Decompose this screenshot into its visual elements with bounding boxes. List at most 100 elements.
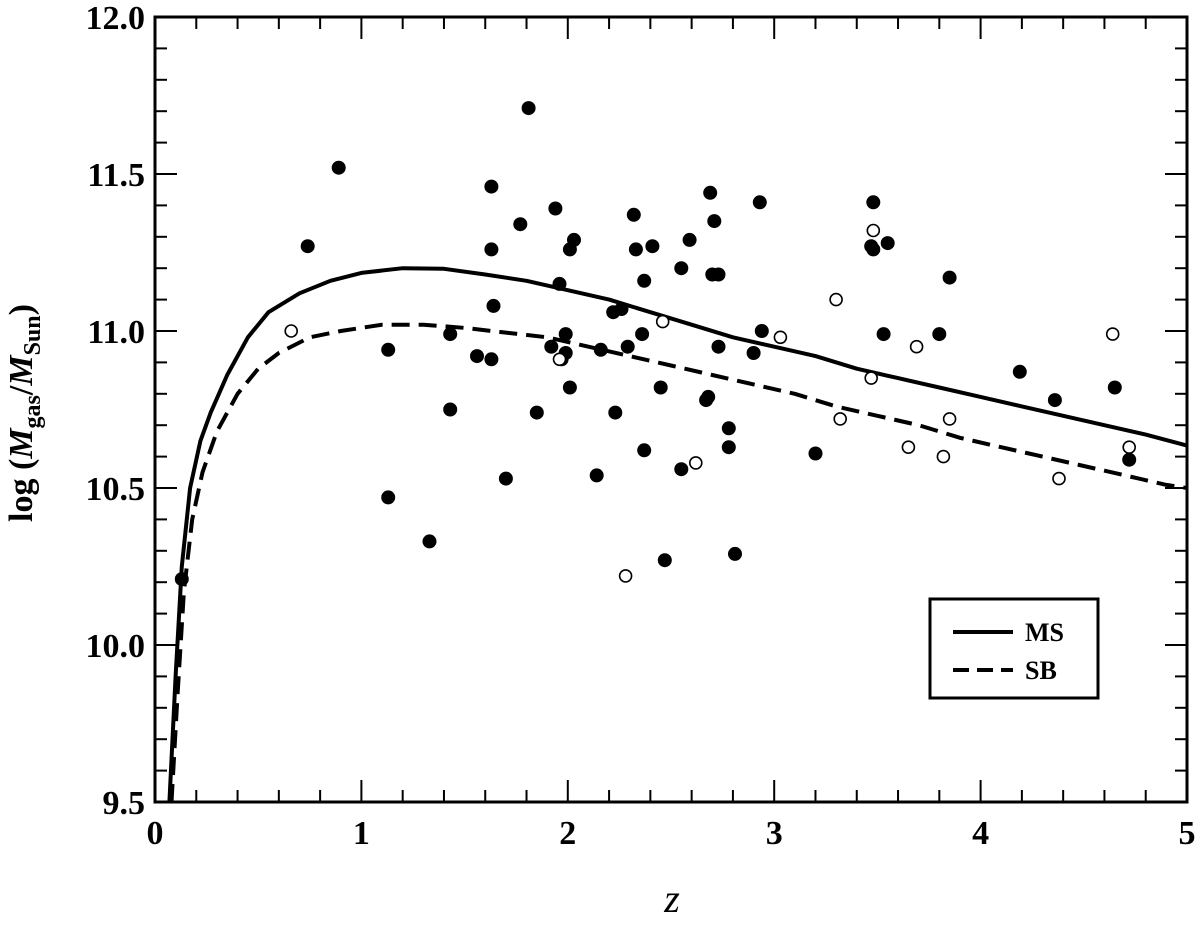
- y-tick-label: 11.0: [87, 314, 145, 351]
- filled-data-point: [682, 232, 697, 247]
- open-data-point: [552, 352, 567, 367]
- filled-data-point: [484, 242, 499, 257]
- filled-data-point: [674, 462, 689, 477]
- y-title-slash: /: [3, 385, 40, 396]
- filled-data-point: [558, 327, 573, 342]
- filled-data-point: [876, 327, 891, 342]
- y-title-prefix: log (: [3, 459, 40, 522]
- legend: MS SB: [928, 597, 1100, 700]
- filled-data-point: [443, 327, 458, 342]
- filled-data-point: [880, 236, 895, 251]
- open-data-point: [688, 456, 703, 470]
- filled-data-point: [808, 446, 823, 461]
- filled-data-point: [637, 273, 652, 288]
- filled-data-point: [746, 346, 761, 360]
- axis-ticks: [154, 16, 1188, 803]
- filled-data-point: [443, 402, 458, 417]
- y-title-sub1: gas: [20, 395, 46, 428]
- filled-data-point: [728, 546, 742, 561]
- x-axis-title: z: [663, 876, 680, 921]
- legend-sb-label: SB: [1025, 656, 1057, 685]
- filled-data-point: [589, 468, 604, 483]
- filled-data-point: [608, 405, 623, 420]
- y-tick-label: 10.5: [86, 471, 146, 508]
- legend-box: [928, 597, 1100, 700]
- tick-labels: 0 1 2 3 4 5 9.5 10.0 10.5 11.0 11.5 12.0: [86, 0, 1196, 852]
- y-tick-label: 11.5: [87, 157, 145, 194]
- filled-data-point: [932, 327, 947, 342]
- y-tick-label: 9.5: [103, 785, 146, 822]
- open-data-point: [833, 412, 848, 426]
- open-data-point: [1052, 471, 1066, 486]
- open-data-point: [284, 324, 299, 338]
- filled-data-point: [567, 232, 581, 247]
- filled-data-point: [711, 267, 726, 282]
- filled-data-point: [620, 339, 635, 354]
- y-title-suffix: ): [3, 304, 40, 315]
- open-data-point: [1105, 327, 1120, 341]
- filled-data-point: [552, 276, 567, 291]
- y-axis-title: log (Mgas/MSun): [3, 304, 46, 522]
- filled-data-point: [562, 380, 577, 395]
- filled-data-point: [866, 195, 881, 210]
- x-tick-label: 0: [147, 815, 164, 852]
- filled-data-point: [626, 207, 641, 222]
- filled-data-point: [331, 160, 346, 175]
- x-tick-label: 3: [766, 815, 783, 852]
- filled-data-point: [942, 270, 957, 285]
- filled-data-point: [635, 327, 650, 342]
- filled-data-point: [300, 239, 315, 254]
- open-data-point: [655, 314, 670, 329]
- curve-ms: [167, 266, 1187, 802]
- filled-data-point: [470, 349, 484, 364]
- y-title-m1: M: [3, 427, 40, 460]
- filled-data-point: [754, 324, 769, 338]
- filled-data-point: [484, 179, 499, 194]
- filled-data-point: [674, 261, 689, 276]
- filled-data-point: [866, 242, 881, 257]
- open-data-point: [773, 330, 788, 345]
- filled-data-point: [721, 421, 736, 436]
- filled-data-point: [381, 490, 396, 505]
- filled-data-point: [721, 440, 736, 455]
- filled-data-point: [1047, 393, 1062, 408]
- filled-data-point: [1122, 452, 1137, 467]
- y-tick-label: 12.0: [86, 0, 146, 37]
- filled-data-point: [701, 389, 716, 404]
- filled-data-point: [637, 443, 652, 458]
- filled-data-point: [1012, 364, 1027, 379]
- filled-data-point: [645, 239, 660, 254]
- plot-frame: [153, 15, 1189, 804]
- filled-data-point: [657, 553, 672, 568]
- filled-data-point: [174, 572, 189, 587]
- filled-data-point: [653, 380, 668, 395]
- filled-data-point: [529, 405, 544, 420]
- x-tick-label: 1: [353, 815, 370, 852]
- open-data-point: [901, 440, 916, 455]
- open-data-point: [909, 339, 924, 354]
- open-data-point: [829, 292, 843, 307]
- data-points: [174, 101, 1137, 587]
- filled-data-point: [486, 298, 501, 313]
- filled-data-point: [593, 342, 608, 357]
- filled-data-point: [498, 471, 513, 486]
- filled-data-point: [628, 242, 643, 257]
- filled-data-point: [1107, 380, 1122, 395]
- filled-data-point: [544, 339, 559, 354]
- open-data-point: [864, 371, 879, 385]
- filled-data-point: [484, 352, 499, 367]
- open-data-point: [942, 412, 957, 426]
- open-data-point: [1122, 440, 1136, 455]
- filled-data-point: [703, 185, 718, 200]
- filled-data-point: [422, 534, 437, 549]
- filled-data-point: [513, 217, 528, 232]
- x-tick-label: 4: [972, 815, 989, 852]
- filled-data-point: [711, 339, 726, 354]
- filled-data-point: [381, 342, 396, 357]
- filled-data-point: [521, 101, 536, 116]
- y-title-m2: M: [3, 354, 40, 387]
- open-data-point: [866, 223, 881, 238]
- filled-data-point: [548, 201, 563, 216]
- curve-sb: [169, 322, 1187, 802]
